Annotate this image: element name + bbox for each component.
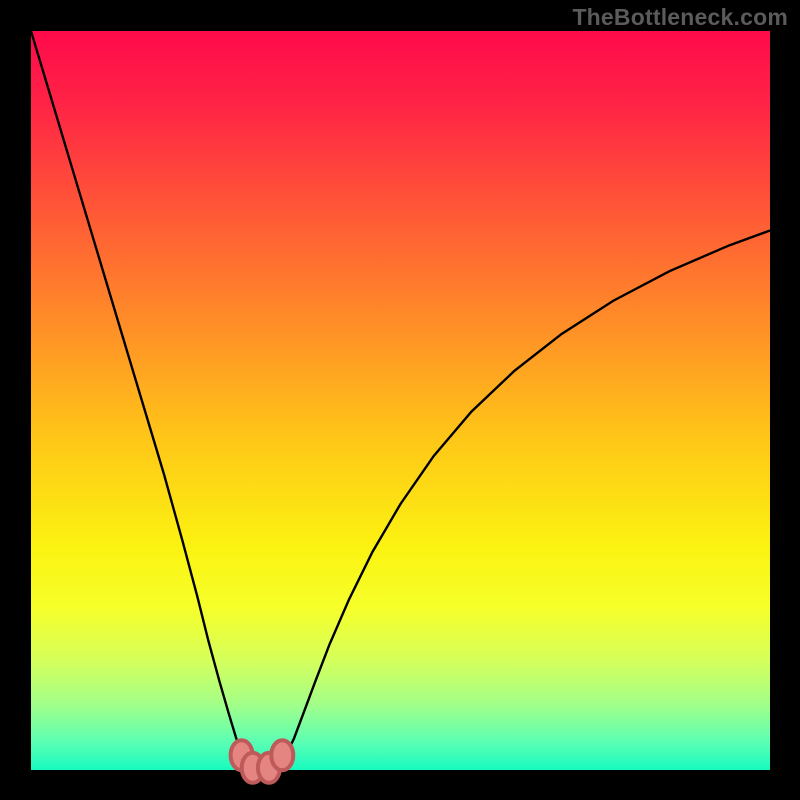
chart-container: { "watermark": { "text": "TheBottleneck.… [0, 0, 800, 800]
curve-marker [271, 740, 293, 770]
watermark-text: TheBottleneck.com [572, 4, 788, 31]
bottleneck-curve-chart [0, 0, 800, 800]
